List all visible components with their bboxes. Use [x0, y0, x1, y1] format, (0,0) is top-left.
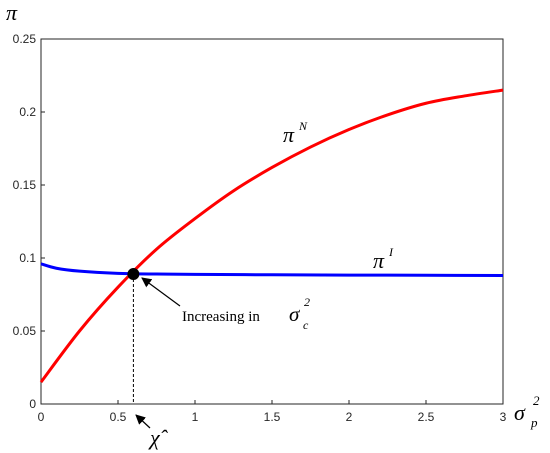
y-tick-label: 0.05 [13, 324, 37, 338]
increasing-symbol-sub: c [303, 318, 309, 332]
chi-hat-label: χ̂ [148, 425, 169, 450]
y-axis-ticks: 0 0.05 0.1 0.15 0.2 0.25 [13, 32, 45, 411]
chi-arrow [135, 414, 151, 429]
series-label-pi-n-sup: N [298, 119, 308, 133]
y-tick-label: 0.1 [19, 251, 36, 265]
x-tick-label: 1.5 [264, 410, 281, 424]
series-line-pi-i [40, 262, 504, 278]
y-tick-label: 0.25 [13, 32, 37, 46]
x-tick-label: 3 [500, 410, 507, 424]
increasing-symbol: σ [289, 302, 301, 326]
intersection-point [127, 268, 140, 281]
x-axis-ticks: 0 0.5 1 1.5 2 2.5 3 [38, 400, 507, 424]
x-axis-label: σ [514, 400, 526, 425]
x-tick-label: 1 [192, 410, 199, 424]
x-tick-label: 2.5 [418, 410, 435, 424]
series-label-pi-i: π [373, 248, 385, 273]
x-axis-label-sub: p [530, 415, 538, 430]
increasing-prefix: Increasing in [182, 309, 260, 325]
increasing-symbol-sup: 2 [304, 295, 310, 309]
y-axis-label: π [6, 0, 18, 25]
series-label-pi-i-sup: I [388, 245, 394, 259]
increasing-annotation: Increasing in [182, 309, 260, 325]
y-tick-label: 0 [29, 397, 36, 411]
plot-frame [40, 38, 504, 405]
x-tick-label: 0.5 [110, 410, 127, 424]
series-label-pi-n: π [283, 122, 295, 147]
x-axis-label-sup: 2 [533, 393, 540, 408]
y-tick-label: 0.15 [13, 178, 37, 192]
series-line-pi-n [39, 88, 504, 384]
increasing-arrow [141, 277, 181, 307]
y-tick-label: 0.2 [19, 105, 36, 119]
x-tick-label: 0 [38, 410, 45, 424]
x-tick-label: 2 [346, 410, 353, 424]
